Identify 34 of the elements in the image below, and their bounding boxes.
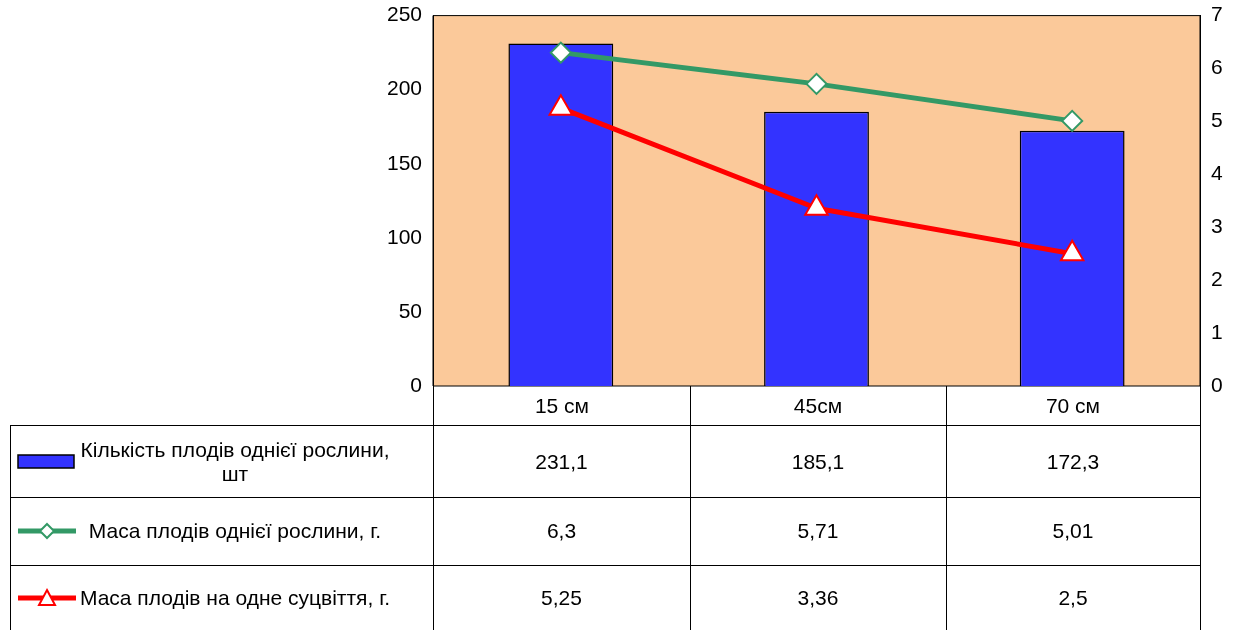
y2-tick-label: 0 <box>1211 372 1223 396</box>
y2-tick-label: 3 <box>1211 214 1223 238</box>
data-label: 6,3 <box>433 497 691 566</box>
y-tick-label: 150 <box>386 150 422 174</box>
legend-label: Маса плодів однієї рослини, г. <box>87 519 383 543</box>
point <box>1059 239 1085 262</box>
legend-label: Маса плодів на одне суцвіття, г. <box>78 585 392 610</box>
data-label: 5,25 <box>433 565 691 630</box>
legend-label: Кількість плодів однієї рослини, шт <box>79 437 391 486</box>
y2-tick-label: 7 <box>1211 2 1223 26</box>
y2-tick-label: 4 <box>1211 161 1223 185</box>
point <box>804 194 829 216</box>
data-label: 3,36 <box>690 565 947 630</box>
y2-tick-label: 5 <box>1211 108 1223 132</box>
x-tick-label: 15 см <box>433 386 691 426</box>
data-label: 5,71 <box>690 497 947 566</box>
point <box>549 41 572 64</box>
data-label: 172,3 <box>946 425 1201 498</box>
point <box>805 72 828 95</box>
data-label: 5,01 <box>946 497 1201 566</box>
x-tick-label: 45см <box>690 386 947 426</box>
x-tick-label: 70 см <box>946 386 1201 426</box>
y-tick-label: 200 <box>386 76 422 100</box>
y-tick-label: 250 <box>386 2 422 26</box>
y-tick-label: 50 <box>398 298 422 322</box>
data-label: 185,1 <box>690 425 947 498</box>
y2-tick-label: 6 <box>1211 55 1223 79</box>
data-label: 2,5 <box>946 565 1201 630</box>
y2-tick-label: 2 <box>1211 266 1223 290</box>
point <box>1061 109 1084 132</box>
data-label: 231,1 <box>433 425 691 498</box>
y-tick-label: 0 <box>410 372 422 396</box>
y2-tick-label: 1 <box>1211 319 1223 343</box>
y-tick-label: 100 <box>386 224 422 248</box>
